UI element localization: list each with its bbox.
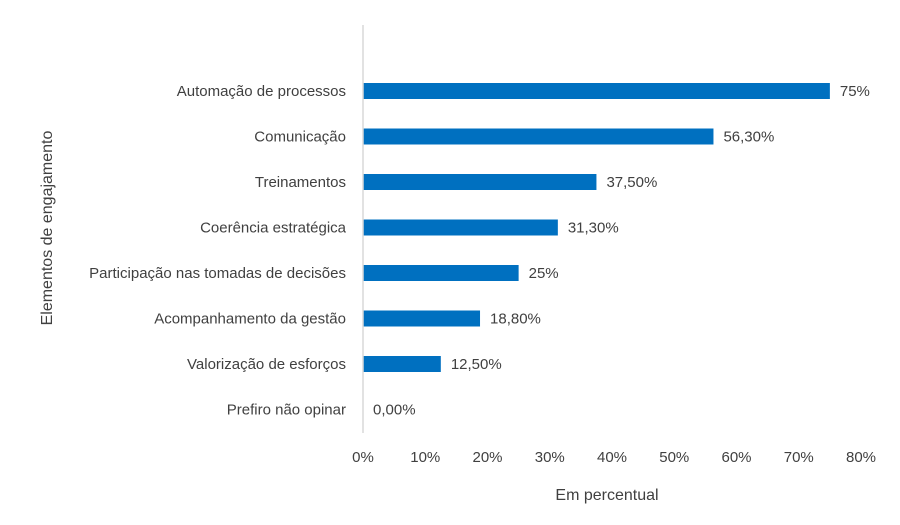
bar (363, 265, 519, 281)
category-label: Automação de processos (177, 83, 346, 100)
x-tick-label: 80% (846, 449, 876, 466)
x-tick-label: 70% (784, 449, 814, 466)
category-label: Participação nas tomadas de decisões (89, 265, 346, 282)
data-labels: 75% 56,30% 37,50% 31,30% 25% 18,80% 12,50% 0,00… (373, 83, 870, 419)
bar (363, 83, 830, 99)
x-tick-label: 30% (535, 449, 565, 466)
category-label: Comunicação (254, 129, 346, 146)
category-label: Coerência estratégica (200, 220, 347, 237)
x-axis-title: Em percentual (555, 487, 658, 504)
bar (363, 174, 597, 190)
category-label: Prefiro não opinar (227, 402, 346, 419)
data-label: 12,50% (451, 356, 502, 373)
x-tick-labels: 0% 10% 20% 30% 40% 50% 60% 70% 80% (352, 449, 876, 466)
data-label: 25% (529, 265, 559, 282)
data-label: 37,50% (606, 174, 657, 191)
bars-layer (363, 83, 830, 372)
data-label: 18,80% (490, 311, 541, 328)
data-label: 75% (840, 83, 870, 100)
category-labels: Automação de processos Comunicação Treinam… (89, 83, 346, 419)
category-label: Acompanhamento da gestão (154, 311, 346, 328)
bar (363, 128, 714, 145)
x-tick-label: 40% (597, 449, 627, 466)
x-tick-label: 20% (472, 449, 502, 466)
bar (363, 219, 558, 236)
bar (363, 356, 441, 372)
bar (363, 310, 481, 327)
data-label: 56,30% (723, 129, 774, 146)
data-label: 0,00% (373, 402, 416, 419)
y-axis-title: Elementos de engajamento (39, 131, 56, 326)
x-tick-label: 10% (410, 449, 440, 466)
category-label: Treinamentos (255, 174, 346, 191)
x-tick-label: 60% (721, 449, 751, 466)
x-tick-label: 0% (352, 449, 374, 466)
data-label: 31,30% (568, 220, 619, 237)
category-label: Valorização de esforços (187, 356, 346, 373)
x-tick-label: 50% (659, 449, 689, 466)
